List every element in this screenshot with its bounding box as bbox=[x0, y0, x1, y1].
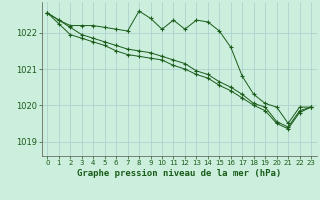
X-axis label: Graphe pression niveau de la mer (hPa): Graphe pression niveau de la mer (hPa) bbox=[77, 169, 281, 178]
